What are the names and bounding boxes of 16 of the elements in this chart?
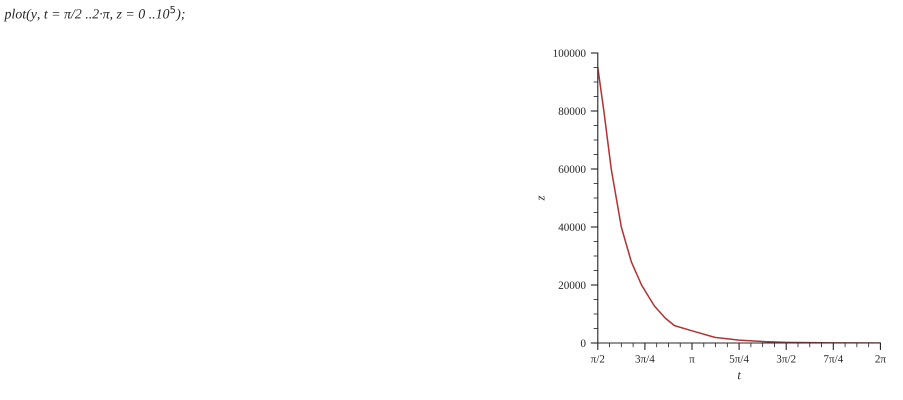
y-tick-label: 40000 bbox=[558, 223, 586, 231]
x-tick-label: π bbox=[689, 357, 695, 363]
y-tick-label: 20000 bbox=[558, 281, 586, 289]
x-tick-label: 5π/4 bbox=[730, 355, 749, 363]
y-tick-label: 0 bbox=[580, 339, 586, 347]
y-axis-title: z bbox=[538, 196, 544, 201]
x-tick-label: 3π/4 bbox=[636, 355, 655, 363]
x-tick-label: 3π/2 bbox=[776, 355, 796, 363]
y-tick-label: 60000 bbox=[558, 165, 586, 173]
text: plot(y, t = π/2 ..2·π, z = 0 ..10$^{5}$); bbox=[4, 6, 185, 22]
y-tick-label: 100000 bbox=[554, 49, 586, 57]
y-tick-label: 80000 bbox=[558, 107, 586, 115]
x-tick-label: 7π/4 bbox=[824, 355, 844, 363]
x-tick-label: 2π bbox=[875, 355, 886, 363]
x-axis-title: t bbox=[738, 372, 742, 380]
x-tick-label: π/2 bbox=[590, 355, 604, 363]
